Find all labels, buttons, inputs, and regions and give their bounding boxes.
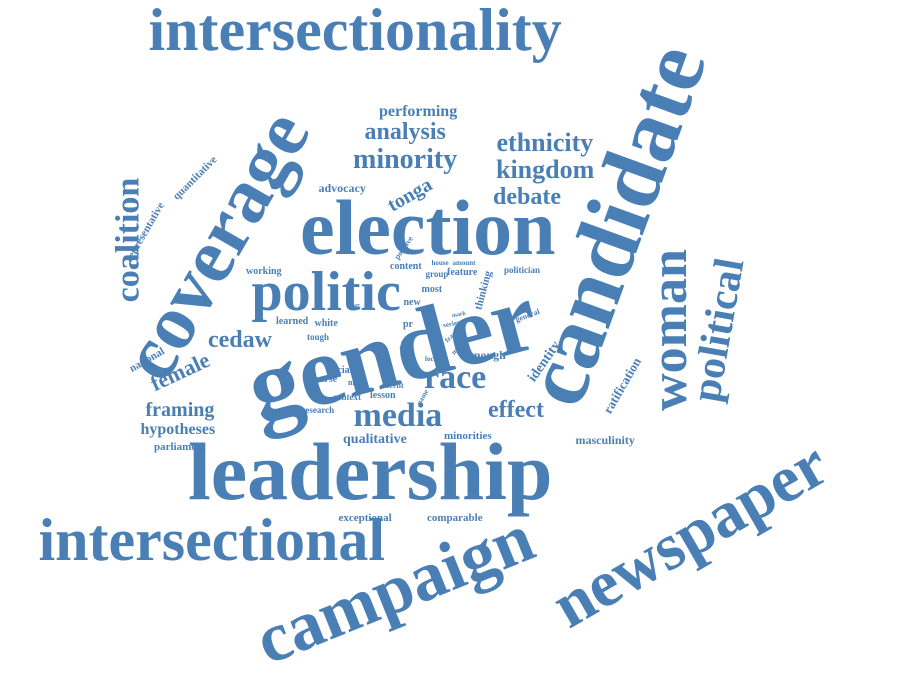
word-kingdom: kingdom — [496, 155, 595, 184]
word-group: group — [425, 268, 449, 279]
word-hypotheses: hypotheses — [140, 421, 216, 438]
word-media: media — [353, 397, 443, 434]
word-election: election — [300, 184, 556, 271]
word-content: content — [390, 261, 422, 272]
word-most: most — [421, 284, 443, 295]
word-enough: enough — [468, 348, 506, 362]
word-politician: politician — [504, 264, 541, 275]
word-pr: pr — [403, 319, 413, 330]
word-tough: tough — [307, 331, 330, 342]
word-politic: politic — [251, 261, 401, 323]
word-minority: minority — [353, 144, 458, 175]
word-learned: learned — [276, 316, 309, 327]
word-feature: feature — [447, 267, 478, 278]
word-local: local — [425, 354, 439, 363]
word-newspaper: newspaper — [539, 426, 840, 643]
word-new: new — [403, 297, 421, 308]
word-comparable: comparable — [427, 511, 483, 524]
word-performing: performing — [379, 103, 458, 120]
word-exceptional: exceptional — [338, 511, 392, 524]
word-recent: recent — [382, 381, 404, 390]
word-racial: racial — [328, 365, 353, 376]
word-parliament: parliament — [154, 440, 206, 453]
word-race: race — [424, 359, 487, 396]
word-effect: effect — [488, 397, 544, 423]
word-analysis: analysis — [364, 119, 446, 145]
word-lesson: lesson — [370, 390, 396, 401]
word-amount: amount — [452, 258, 476, 267]
word-debate: debate — [493, 184, 561, 210]
word-leadership: leadership — [188, 426, 553, 517]
word-research: research — [301, 404, 335, 415]
word-year: year — [348, 303, 360, 309]
word-white: white — [314, 318, 338, 329]
word-qualitative: qualitative — [343, 432, 407, 447]
word-context: context — [333, 391, 361, 402]
word-intersectionality: intersectionality — [148, 0, 562, 63]
word-working: working — [246, 266, 282, 277]
word-masculinity: masculinity — [575, 433, 635, 447]
word-advocacy: advocacy — [318, 181, 366, 195]
word-male: male — [348, 378, 365, 387]
word-intersectional: intersectional — [38, 507, 386, 573]
word-house: house — [431, 258, 449, 267]
word-framing: framing — [145, 399, 215, 421]
word-cedaw: cedaw — [208, 327, 272, 353]
word-minorities: minorities — [444, 429, 492, 442]
word-diverse: diverse — [306, 374, 338, 385]
word-ethnicity: ethnicity — [496, 128, 594, 157]
